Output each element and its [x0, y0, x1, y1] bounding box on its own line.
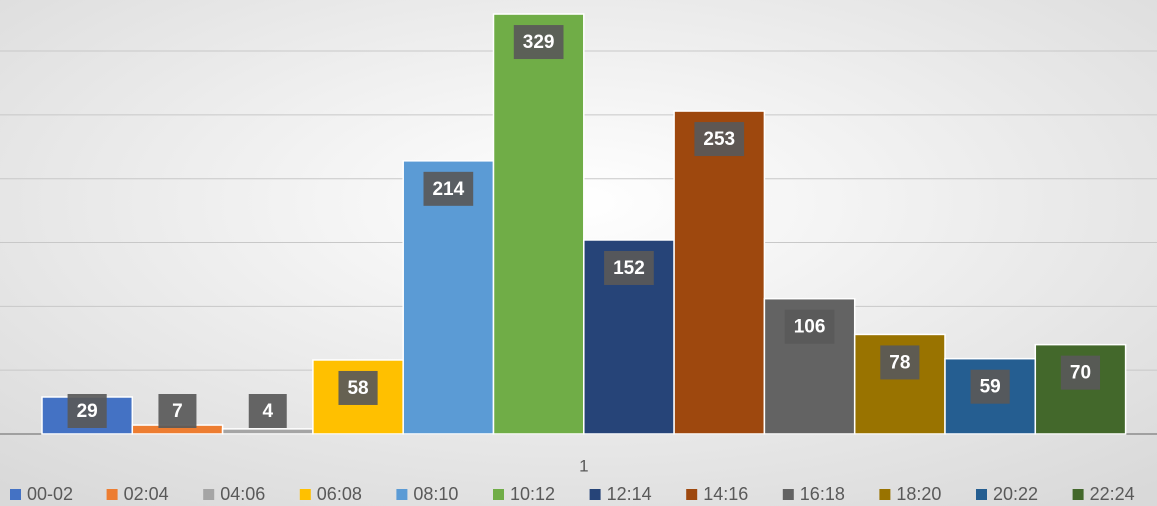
data-label-box [513, 25, 564, 60]
data-label: 106 [794, 317, 826, 338]
data-label-box [880, 345, 920, 380]
legend-label: 08:10 [413, 484, 458, 504]
data-label-box [67, 394, 107, 428]
legend-label: 16:18 [800, 484, 845, 504]
data-label-box [694, 122, 745, 157]
data-label: 59 [980, 377, 1001, 398]
bar [221, 428, 314, 435]
data-label-box [423, 171, 474, 206]
data-label: 70 [1070, 363, 1091, 384]
data-label-box [158, 394, 197, 428]
data-label: 78 [889, 352, 910, 373]
bar [673, 110, 766, 435]
data-label: 152 [613, 258, 645, 279]
legend-label: 22:24 [1090, 484, 1135, 504]
legend-swatch [203, 489, 215, 500]
data-label: 253 [703, 129, 735, 150]
legend-swatch [396, 489, 408, 500]
bar [402, 160, 495, 435]
legend-swatch [106, 489, 118, 500]
legend-label: 10:12 [510, 484, 555, 504]
data-label: 329 [523, 32, 555, 53]
legend-swatch [493, 489, 504, 500]
legend-label: 12:14 [607, 484, 652, 504]
data-label-box [604, 250, 654, 285]
legend-swatch [782, 489, 794, 500]
legend-label: 02:04 [124, 484, 169, 504]
bar [492, 13, 585, 435]
data-label: 4 [262, 401, 273, 422]
legend-label: 04:06 [220, 484, 265, 504]
legend-label: 20:22 [993, 484, 1038, 504]
data-label-box [784, 309, 835, 344]
legend-swatch [686, 489, 698, 500]
data-label-box [338, 370, 378, 405]
legend-swatch [879, 489, 891, 500]
legend-swatch [10, 489, 21, 500]
data-label: 29 [77, 401, 98, 422]
legend-label: 06:08 [317, 484, 362, 504]
legend-label: 18:20 [896, 484, 941, 504]
legend-label: 00-02 [27, 484, 73, 504]
x-tick-label: 1 [579, 456, 588, 475]
data-label-box [1060, 355, 1101, 390]
legend-swatch [299, 489, 311, 500]
legend-label: 14:16 [703, 484, 748, 504]
data-label: 7 [172, 401, 183, 422]
data-label-box [248, 394, 287, 428]
data-label-box [970, 369, 1010, 404]
legend-swatch [589, 489, 601, 500]
legend-swatch [1072, 489, 1084, 500]
data-label: 214 [432, 179, 464, 200]
data-label: 58 [347, 378, 368, 399]
legend-swatch [976, 489, 987, 500]
